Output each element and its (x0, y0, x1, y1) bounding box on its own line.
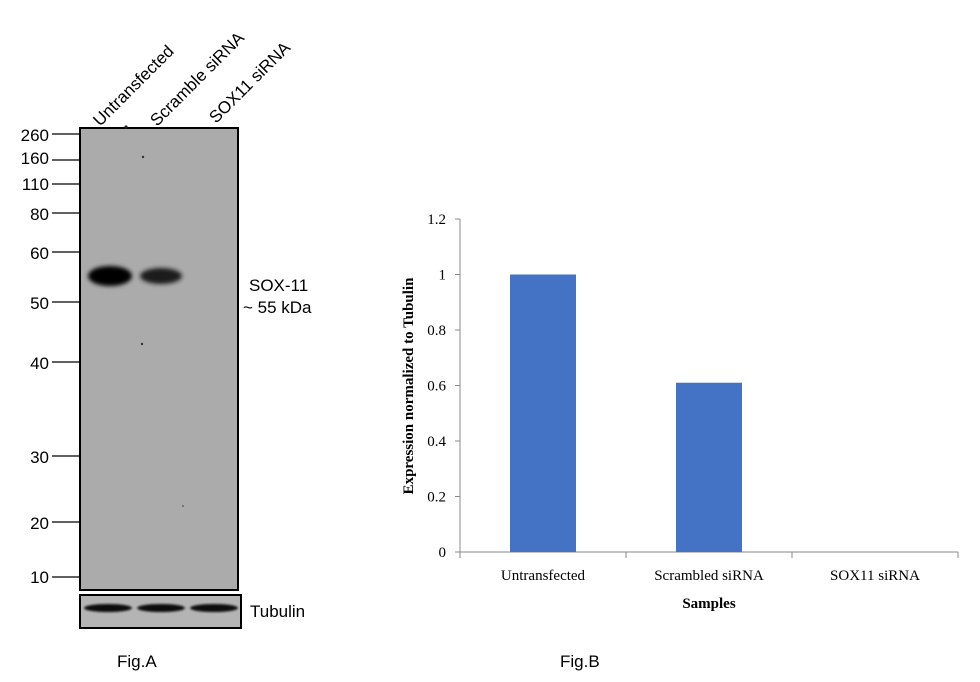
marker-label-60: 60 (30, 244, 49, 263)
blot-speck (124, 125, 128, 129)
y-axis-title: Expression normalized to Tubulin (401, 277, 417, 495)
y-tick-label: 0.4 (427, 434, 446, 450)
blot-membrane (79, 127, 239, 591)
tubulin-band-untransfected (84, 604, 132, 612)
marker-label-80: 80 (30, 205, 49, 224)
x-tick-labels: Untransfected Scrambled siRNA SOX11 siRNA (501, 568, 920, 584)
bar-scrambled-sirna (676, 382, 742, 552)
marker-label-30: 30 (30, 448, 49, 467)
western-blot-panel: Untransfected Scramble siRNA SOX11 siRNA (21, 28, 312, 671)
sox11-band-scramble (140, 268, 182, 284)
y-tick-label: 0.8 (427, 323, 446, 339)
x-axis-title: Samples (682, 596, 736, 612)
y-tick-label: 0.2 (427, 490, 446, 506)
marker-label-40: 40 (30, 354, 49, 373)
x-tick-label: Untransfected (501, 568, 586, 584)
bars (510, 274, 742, 552)
sox11-band-untransfected (88, 266, 132, 286)
bar-chart-panel: 0 0.2 0.4 0.6 0.8 1 1.2 Untransfected Scrambled… (401, 212, 959, 671)
bar-untransfected (510, 274, 576, 552)
marker-label-160: 160 (21, 149, 49, 168)
figure-a-caption: Fig.A (117, 652, 157, 671)
marker-label-260: 260 (21, 126, 49, 145)
blot-speck (140, 342, 144, 346)
band-size-label: ~ 55 kDa (243, 298, 312, 317)
marker-label-110: 110 (22, 175, 49, 194)
y-tick-label: 1 (439, 268, 447, 284)
marker-ticks (52, 133, 80, 578)
tubulin-band-scramble (137, 604, 185, 612)
marker-label-10: 10 (30, 568, 49, 587)
marker-label-50: 50 (30, 294, 49, 313)
figure-b-caption: Fig.B (560, 652, 600, 671)
y-tick-label: 1.2 (427, 212, 446, 228)
tubulin-band-sox11 (190, 604, 238, 612)
y-axis (455, 218, 461, 553)
marker-label-20: 20 (30, 514, 49, 533)
x-axis (459, 551, 959, 558)
blot-speck (182, 505, 184, 507)
x-tick-label: SOX11 siRNA (830, 568, 920, 584)
tubulin-label: Tubulin (250, 602, 305, 621)
band-label: SOX-11 (249, 276, 308, 295)
y-tick-labels: 0 0.2 0.4 0.6 0.8 1 1.2 (427, 212, 446, 561)
y-tick-label: 0.6 (427, 379, 446, 395)
blot-speck (141, 155, 145, 159)
x-tick-label: Scrambled siRNA (654, 568, 764, 584)
y-tick-label: 0 (439, 545, 447, 561)
